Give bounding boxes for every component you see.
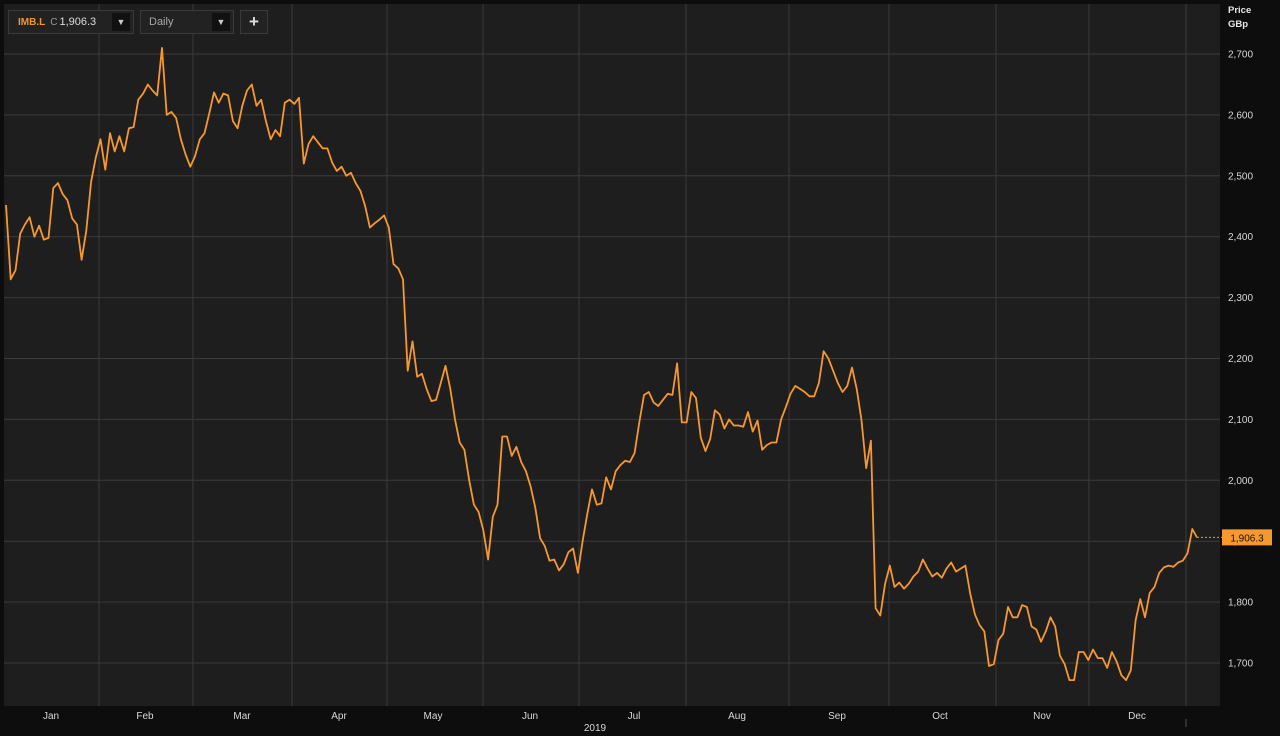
x-tick-label: Mar bbox=[233, 711, 251, 722]
last-price-label: 1,906.3 bbox=[1230, 533, 1264, 544]
x-tick-label: Aug bbox=[728, 711, 746, 722]
period-label: Daily bbox=[149, 16, 174, 28]
x-tick-label: Jul bbox=[628, 711, 641, 722]
y-tick-label: 2,200 bbox=[1228, 354, 1253, 365]
close-value: 1,906.3 bbox=[59, 16, 97, 28]
plus-icon: + bbox=[249, 12, 259, 31]
y-tick-label: 2,700 bbox=[1228, 50, 1253, 61]
x-tick-label: Oct bbox=[932, 711, 948, 722]
y-tick-label: 2,600 bbox=[1228, 110, 1253, 121]
y-tick-label: 2,500 bbox=[1228, 171, 1253, 182]
add-button[interactable]: + bbox=[240, 10, 268, 34]
y-tick-label: 2,400 bbox=[1228, 232, 1253, 243]
last-price-badge bbox=[1222, 529, 1272, 546]
chevron-down-icon[interactable]: ▼ bbox=[212, 13, 230, 31]
instrument-selector[interactable]: IMB.L C 1,906.3 ▼ bbox=[8, 10, 134, 34]
x-tick-label: Feb bbox=[136, 711, 154, 722]
y-tick-label: 2,300 bbox=[1228, 293, 1253, 304]
chart-toolbar: IMB.L C 1,906.3 ▼ Daily ▼ + bbox=[8, 10, 268, 34]
close-prefix: C bbox=[50, 16, 58, 28]
x-tick-label: Jan bbox=[43, 711, 59, 722]
x-tick-label: Sep bbox=[828, 711, 846, 722]
x-tick-label: Dec bbox=[1128, 711, 1146, 722]
x-axis-year-label: 2019 bbox=[584, 723, 607, 734]
x-tick-label: Nov bbox=[1033, 711, 1051, 722]
x-tick-label: Jun bbox=[522, 711, 538, 722]
price-axis-unit: GBp bbox=[1228, 19, 1249, 30]
y-tick-label: 1,800 bbox=[1228, 598, 1253, 609]
ticker-symbol: IMB.L bbox=[18, 16, 46, 28]
x-tick-label: May bbox=[424, 711, 443, 722]
y-tick-label: 2,000 bbox=[1228, 476, 1253, 487]
price-axis-title: Price bbox=[1228, 5, 1252, 16]
period-selector[interactable]: Daily ▼ bbox=[140, 10, 234, 34]
plot-area bbox=[4, 4, 1220, 706]
x-tick-label: Apr bbox=[331, 711, 347, 722]
y-tick-label: 1,700 bbox=[1228, 659, 1253, 670]
chevron-down-icon[interactable]: ▼ bbox=[112, 13, 130, 31]
y-tick-label: 2,100 bbox=[1228, 415, 1253, 426]
price-series-line bbox=[5, 47, 1198, 681]
